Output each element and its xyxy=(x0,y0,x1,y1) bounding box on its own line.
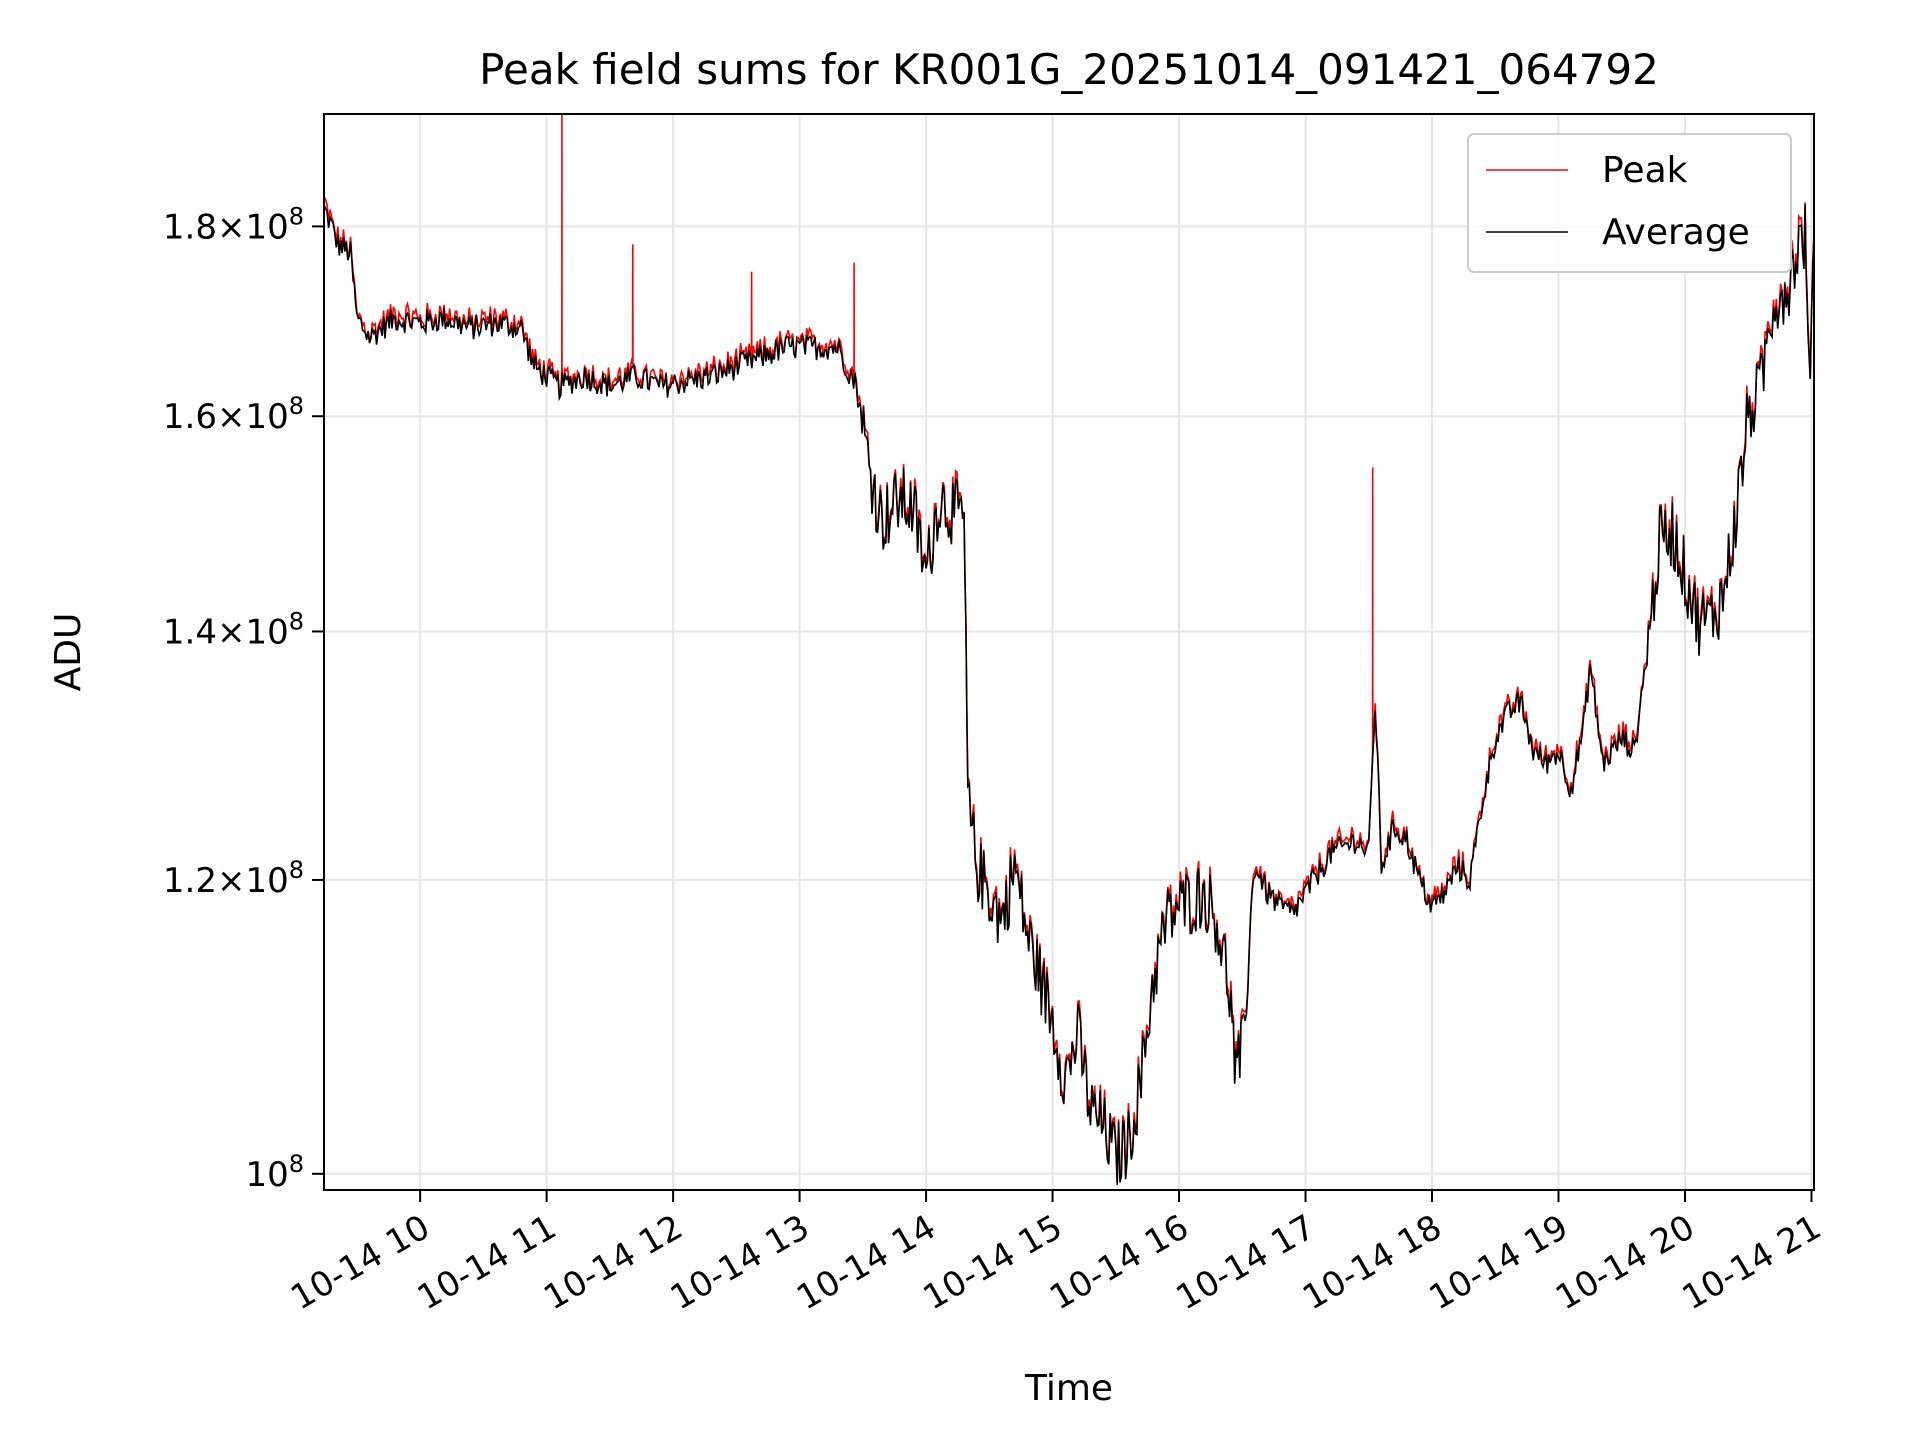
x-tick-label: 10-14 21 xyxy=(1676,1207,1828,1318)
y-tick-label: 1.4×108 xyxy=(163,607,304,652)
x-tick-label: 10-14 17 xyxy=(1170,1207,1322,1318)
y-axis-ticks: 108 1.2×108 1.4×108 1.6×108 1.8×108 xyxy=(163,202,324,1195)
x-tick-label: 10-14 16 xyxy=(1043,1207,1195,1318)
y-tick-label: 1.2×108 xyxy=(163,856,304,901)
legend-box xyxy=(1467,133,1792,273)
x-tick-label: 10-14 10 xyxy=(284,1207,436,1318)
legend-label-peak: Peak xyxy=(1602,150,1688,191)
x-tick-label: 10-14 12 xyxy=(537,1207,689,1318)
legend-label-average: Average xyxy=(1602,212,1750,253)
gridlines xyxy=(324,114,1814,1190)
y-tick-label: 108 xyxy=(245,1150,304,1195)
x-tick-label: 10-14 20 xyxy=(1549,1207,1701,1318)
series-lines xyxy=(324,114,1814,1185)
y-tick-label: 1.8×108 xyxy=(163,202,304,247)
y-tick-label: 1.6×108 xyxy=(163,392,304,437)
chart-title: Peak field sums for KR001G_20251014_0914… xyxy=(479,45,1659,94)
x-tick-label: 10-14 18 xyxy=(1296,1207,1448,1318)
plot-frame xyxy=(323,113,1815,1191)
x-axis-label: Time xyxy=(1024,1368,1113,1409)
x-tick-label: 10-14 19 xyxy=(1423,1207,1575,1318)
x-tick-label: 10-14 14 xyxy=(790,1207,942,1318)
y-axis-label: ADU xyxy=(48,613,89,692)
x-tick-label: 10-14 13 xyxy=(664,1207,816,1318)
series-average-line xyxy=(324,204,1814,1185)
x-tick-label: 10-14 11 xyxy=(411,1207,563,1318)
x-tick-label: 10-14 15 xyxy=(917,1207,1069,1318)
legend: Peak Average xyxy=(1467,133,1792,273)
